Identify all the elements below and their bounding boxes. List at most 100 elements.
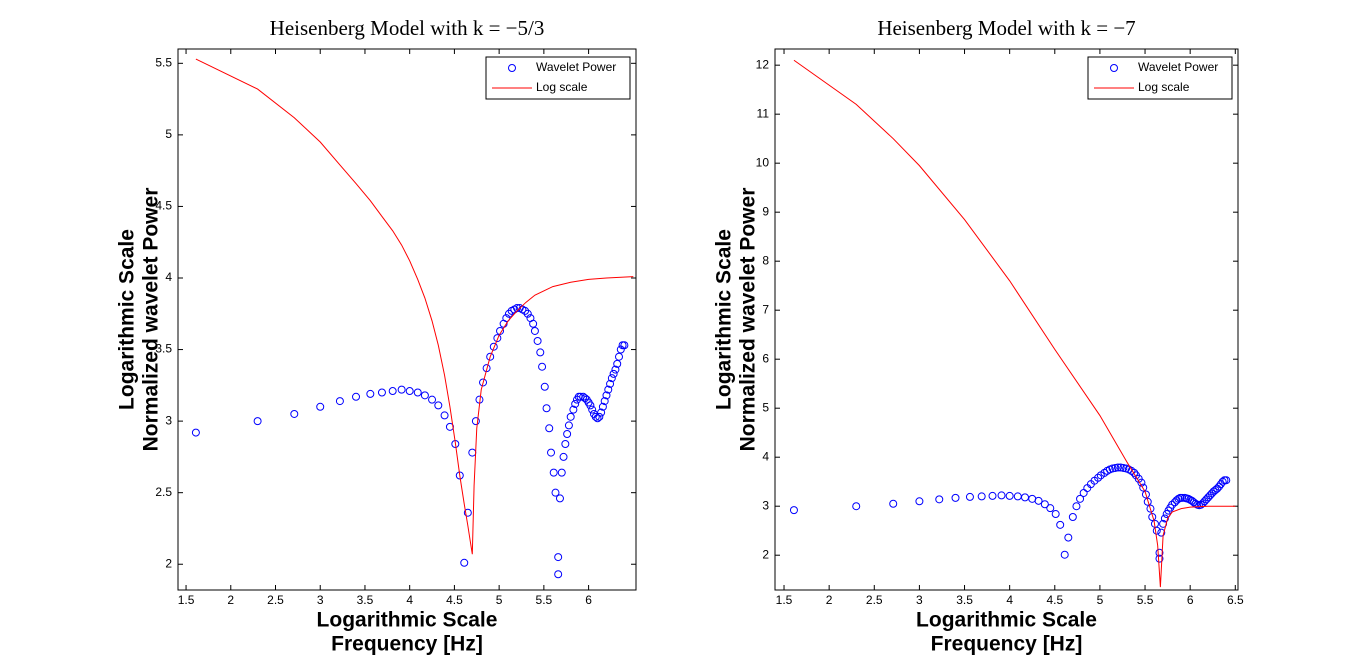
point bbox=[557, 468, 566, 477]
point bbox=[290, 409, 299, 418]
point bbox=[597, 408, 606, 417]
point bbox=[540, 382, 549, 391]
point bbox=[316, 402, 325, 411]
x-tick-label: 3 bbox=[317, 593, 324, 607]
point bbox=[352, 392, 361, 401]
point bbox=[521, 306, 530, 315]
point bbox=[1218, 477, 1227, 486]
point bbox=[405, 387, 414, 396]
point bbox=[915, 497, 924, 506]
point bbox=[420, 391, 429, 400]
point bbox=[545, 424, 554, 433]
point bbox=[253, 417, 262, 426]
point bbox=[191, 428, 200, 437]
legend-label: Wavelet Power bbox=[536, 60, 616, 74]
point bbox=[377, 388, 386, 397]
legend: Wavelet Power Log scale bbox=[1087, 56, 1233, 100]
point bbox=[538, 362, 547, 371]
point bbox=[555, 494, 564, 503]
point bbox=[1160, 514, 1169, 523]
legend-swatch bbox=[1110, 64, 1118, 72]
x-tick-label: 6 bbox=[1187, 593, 1194, 607]
x-tick-label: 5.5 bbox=[1137, 593, 1154, 607]
point bbox=[1111, 463, 1120, 472]
point bbox=[604, 385, 613, 394]
point bbox=[530, 326, 539, 335]
x-axis-label: Frequency [Hz] bbox=[331, 633, 483, 656]
x-tick-label: 4.5 bbox=[1046, 593, 1063, 607]
point bbox=[997, 491, 1006, 500]
y-tick-label: 4.5 bbox=[155, 199, 172, 213]
point bbox=[1157, 528, 1166, 537]
point bbox=[569, 405, 578, 414]
point bbox=[1046, 504, 1055, 513]
point bbox=[563, 429, 572, 438]
point bbox=[606, 379, 615, 388]
point bbox=[335, 397, 344, 406]
x-tick-label: 1.5 bbox=[178, 593, 195, 607]
x-tick-label: 3.5 bbox=[956, 593, 973, 607]
line bbox=[793, 59, 1236, 588]
point bbox=[611, 365, 620, 374]
point bbox=[789, 506, 798, 515]
point bbox=[1005, 491, 1014, 500]
point bbox=[502, 314, 511, 323]
point bbox=[1155, 548, 1164, 557]
y-tick-label: 12 bbox=[756, 57, 770, 71]
point bbox=[1021, 493, 1030, 502]
point bbox=[1064, 533, 1073, 542]
point bbox=[1116, 463, 1125, 472]
line bbox=[195, 58, 634, 555]
y-tick-label: 3 bbox=[165, 413, 172, 427]
point bbox=[504, 309, 513, 318]
point bbox=[564, 421, 573, 430]
point bbox=[1127, 466, 1136, 475]
point bbox=[542, 404, 551, 413]
point bbox=[1108, 464, 1117, 473]
x-tick-label: 5 bbox=[496, 593, 503, 607]
point bbox=[1178, 493, 1187, 502]
point bbox=[1139, 483, 1148, 492]
y-tick-label: 8 bbox=[762, 253, 769, 267]
y-tick-label: 5 bbox=[165, 127, 172, 141]
point bbox=[935, 495, 944, 504]
point bbox=[588, 405, 597, 414]
point bbox=[593, 414, 602, 423]
point bbox=[598, 402, 607, 411]
y-tick-label: 5.5 bbox=[155, 55, 172, 69]
y-axis-label: Normalized wavelet Power bbox=[140, 188, 163, 452]
y-tick-label: 5 bbox=[762, 400, 769, 414]
point bbox=[965, 492, 974, 501]
x-tick-label: 4.5 bbox=[446, 593, 463, 607]
y-tick-label: 2 bbox=[762, 547, 769, 561]
point bbox=[988, 491, 997, 500]
x-tick-label: 5 bbox=[1097, 593, 1104, 607]
point bbox=[1155, 554, 1164, 563]
point bbox=[551, 488, 560, 497]
point bbox=[615, 352, 624, 361]
point bbox=[1034, 496, 1043, 505]
point bbox=[571, 399, 580, 408]
point bbox=[413, 388, 422, 397]
point bbox=[1076, 494, 1085, 503]
chart-title: Heisenberg Model with k = −5/3 bbox=[270, 16, 545, 40]
point bbox=[1051, 510, 1060, 519]
y-tick-label: 2 bbox=[165, 556, 172, 570]
point bbox=[366, 389, 375, 398]
x-tick-label: 2.5 bbox=[866, 593, 883, 607]
point bbox=[1174, 494, 1183, 503]
y-tick-label: 6 bbox=[762, 351, 769, 365]
y-tick-label: 3 bbox=[762, 498, 769, 512]
point bbox=[547, 448, 556, 457]
x-tick-label: 3 bbox=[916, 593, 923, 607]
point bbox=[591, 412, 600, 421]
point bbox=[549, 468, 558, 477]
subplot: Heisenberg Model with k = −7 Logarithmic … bbox=[713, 16, 1244, 656]
point bbox=[434, 401, 443, 410]
x-axis-label: Logarithmic Scale bbox=[317, 609, 498, 632]
point bbox=[586, 401, 595, 410]
point bbox=[533, 336, 542, 345]
y-tick-label: 4 bbox=[165, 270, 172, 284]
point bbox=[951, 493, 960, 502]
point bbox=[559, 452, 568, 461]
